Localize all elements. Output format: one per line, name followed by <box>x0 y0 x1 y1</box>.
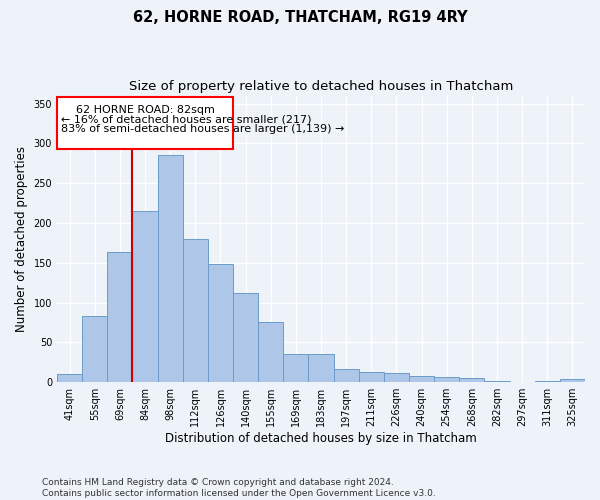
Bar <box>535 380 560 382</box>
Bar <box>107 252 133 382</box>
Bar <box>258 322 283 382</box>
Bar <box>409 376 434 382</box>
Text: 83% of semi-detached houses are larger (1,139) →: 83% of semi-detached houses are larger (… <box>61 124 344 134</box>
Bar <box>384 374 409 382</box>
Text: Contains HM Land Registry data © Crown copyright and database right 2024.
Contai: Contains HM Land Registry data © Crown c… <box>42 478 436 498</box>
X-axis label: Distribution of detached houses by size in Thatcham: Distribution of detached houses by size … <box>165 432 477 445</box>
Text: 62, HORNE ROAD, THATCHAM, RG19 4RY: 62, HORNE ROAD, THATCHAM, RG19 4RY <box>133 10 467 25</box>
Text: 62 HORNE ROAD: 82sqm: 62 HORNE ROAD: 82sqm <box>76 105 214 115</box>
Bar <box>208 264 233 382</box>
Bar <box>57 97 233 149</box>
Title: Size of property relative to detached houses in Thatcham: Size of property relative to detached ho… <box>129 80 513 93</box>
Bar <box>283 354 308 382</box>
Bar <box>308 354 334 382</box>
Text: ← 16% of detached houses are smaller (217): ← 16% of detached houses are smaller (21… <box>61 114 311 124</box>
Bar <box>359 372 384 382</box>
Bar <box>459 378 484 382</box>
Bar <box>434 378 459 382</box>
Y-axis label: Number of detached properties: Number of detached properties <box>15 146 28 332</box>
Bar <box>183 239 208 382</box>
Bar <box>57 374 82 382</box>
Bar <box>133 211 158 382</box>
Bar <box>82 316 107 382</box>
Bar <box>158 156 183 382</box>
Bar <box>233 293 258 382</box>
Bar <box>334 368 359 382</box>
Bar <box>560 379 585 382</box>
